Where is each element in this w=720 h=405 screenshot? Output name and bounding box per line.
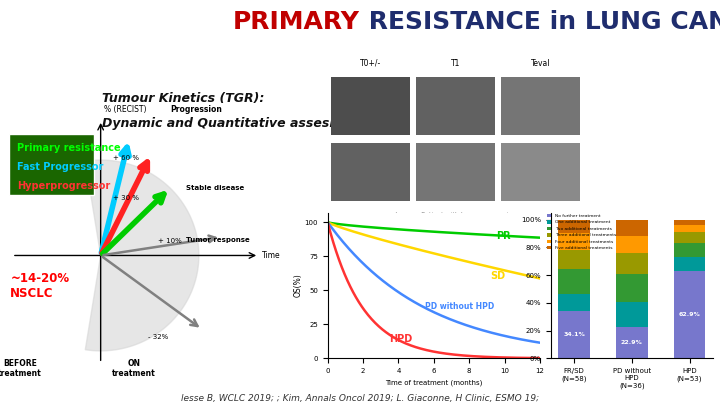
Y-axis label: OS(%): OS(%) (294, 274, 303, 297)
Text: - 32%: - 32% (148, 334, 168, 339)
Text: PR: PR (496, 230, 510, 241)
Bar (616, 237, 648, 253)
Bar (674, 271, 706, 358)
Bar (674, 232, 706, 243)
Bar (558, 220, 590, 233)
Bar (501, 143, 580, 200)
Text: ~14-20%
NSCLC: ~14-20% NSCLC (10, 272, 70, 300)
Text: Time: Time (262, 251, 281, 260)
Text: Progression: Progression (171, 105, 222, 114)
Bar (674, 225, 706, 232)
Text: BEFORE
treatment: BEFORE treatment (0, 358, 42, 378)
Text: PRIMARY: PRIMARY (233, 10, 360, 34)
Text: Hyperprogressor: Hyperprogressor (17, 181, 110, 191)
Text: + 30 %: + 30 % (113, 195, 140, 201)
Text: lesse B, WCLC 2019; ; Kim, Annals Oncol 2019; L. Giaconne, H Clinic, ESMO 19;: lesse B, WCLC 2019; ; Kim, Annals Oncol … (181, 394, 539, 403)
Text: 62.9%: 62.9% (679, 312, 701, 317)
Bar (616, 274, 648, 302)
Bar (558, 311, 590, 358)
Text: 34.1%: 34.1% (563, 332, 585, 337)
Text: Teval: Teval (531, 59, 550, 68)
Bar (616, 326, 648, 358)
Bar (674, 220, 706, 225)
Polygon shape (85, 160, 199, 351)
Text: Image : Patient with hyperprogression: Image : Patient with hyperprogression (395, 212, 516, 217)
X-axis label: Time of treatment (months): Time of treatment (months) (385, 380, 482, 386)
Bar (501, 77, 580, 135)
Text: T1: T1 (451, 59, 460, 68)
Text: RESISTANCE in LUNG CANCER: RESISTANCE in LUNG CANCER (360, 10, 720, 34)
Text: HPD: HPD (390, 334, 413, 344)
Text: Tumour Kinetics (TGR):: Tumour Kinetics (TGR): (102, 92, 265, 105)
Text: Primary resistance: Primary resistance (17, 143, 120, 153)
Legend: No further treatment, One additional treatment, Two additional treatments, Three: No further treatment, One additional tre… (545, 212, 618, 252)
Bar (415, 143, 495, 200)
Bar (674, 243, 706, 257)
Text: Fast Progressor: Fast Progressor (17, 162, 103, 172)
Bar (674, 257, 706, 271)
Bar (616, 302, 648, 326)
Text: Dynamic and Quantitative assesment: Dynamic and Quantitative assesment (102, 117, 366, 130)
FancyBboxPatch shape (9, 134, 94, 196)
Bar (616, 220, 648, 237)
Text: Stable disease: Stable disease (186, 185, 245, 191)
Text: Tumor response: Tumor response (186, 237, 250, 243)
Text: IMMUNOTHERAPY: HYPERGROGRESSION: IMMUNOTHERAPY: HYPERGROGRESSION (157, 47, 563, 65)
Bar (558, 233, 590, 250)
Text: + 10%: + 10% (158, 238, 181, 244)
Text: + 60 %: + 60 % (113, 155, 140, 161)
Bar (616, 253, 648, 274)
Bar (415, 77, 495, 135)
Bar (330, 77, 410, 135)
Bar (558, 294, 590, 311)
Text: 22.9%: 22.9% (621, 340, 643, 345)
Text: ON
treatment: ON treatment (112, 358, 156, 378)
Text: SD: SD (490, 271, 505, 281)
Text: % (RECIST): % (RECIST) (104, 105, 146, 114)
Bar (558, 269, 590, 294)
Text: T0+/-: T0+/- (360, 59, 381, 68)
Text: PD without HPD: PD without HPD (425, 303, 494, 311)
Bar (558, 250, 590, 269)
Bar (330, 143, 410, 200)
